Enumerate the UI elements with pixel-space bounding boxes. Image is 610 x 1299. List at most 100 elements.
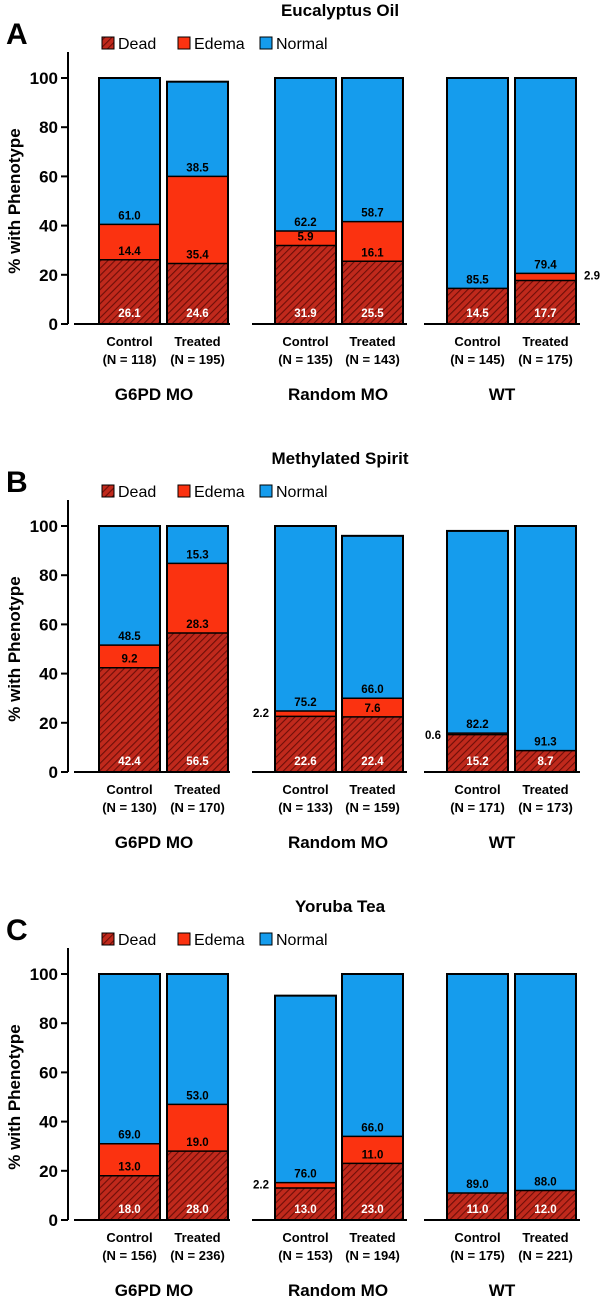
data-label-normal: 75.2 (294, 697, 316, 709)
bar-outline (446, 529, 509, 773)
legend-swatch-normal (259, 932, 273, 946)
x-tick-label: Treated (522, 1230, 568, 1245)
y-tick-label: 40 (39, 1113, 58, 1132)
bar-segment-normal (99, 526, 160, 646)
x-tick-label: Control (282, 334, 328, 349)
bar-segment-normal (99, 78, 160, 225)
legend-label-dead: Dead (118, 36, 156, 53)
data-label-normal: 89.0 (466, 1179, 488, 1191)
legend-label-normal: Normal (276, 932, 328, 949)
y-tick-label: 80 (39, 566, 58, 585)
x-tick-label: Control (106, 782, 152, 797)
panel-C: C Yoruba Tea Dead Edema Normal 0 20 40 60 80 100 % … (5, 897, 580, 1299)
legend-swatch-edema (177, 932, 191, 946)
y-tick-label: 20 (39, 1162, 58, 1181)
panel-A: A Eucalyptus Oil Dead Edema Normal 0 20 40 60 80 1… (5, 1, 600, 404)
data-label-normal: 82.2 (466, 719, 488, 731)
legend-swatch-normal (259, 484, 273, 498)
y-axis-label: % with Phenotype (5, 576, 24, 721)
bar-segment-dead (515, 1190, 576, 1220)
bar-segment-edema (342, 698, 403, 717)
x-tick-sublabel: (N = 195) (170, 352, 225, 367)
bar-segment-normal (342, 78, 403, 222)
data-label-dead: 14.5 (466, 308, 489, 320)
data-label-normal: 79.4 (534, 259, 557, 271)
bar-segment-normal (167, 81, 228, 177)
bar-outline (274, 525, 337, 773)
x-tick-sublabel: (N = 133) (278, 800, 333, 815)
data-label-dead: 31.9 (294, 308, 316, 320)
x-tick-sublabel: (N = 159) (345, 800, 400, 815)
y-tick-label: 60 (39, 1063, 58, 1082)
bar-3: 31.9 5.9 62.2 (274, 77, 337, 325)
x-tick-sublabel: (N = 130) (102, 800, 157, 815)
bar-segment-normal (342, 535, 403, 699)
bar-segment-edema (99, 645, 160, 668)
group-label: WT (489, 833, 516, 852)
x-tick-label: Control (454, 782, 500, 797)
bar-6: 17.7 2.9 79.4 (514, 77, 600, 325)
legend-swatch-normal (259, 36, 273, 50)
bar-outline (274, 994, 337, 1222)
data-label-normal: 66.0 (361, 1122, 383, 1134)
data-label-edema: 0.6 (425, 730, 441, 742)
x-tick-label: Treated (522, 782, 568, 797)
data-label-normal: 85.5 (466, 274, 489, 286)
bar-segment-dead (275, 245, 336, 324)
y-tick-label: 40 (39, 665, 58, 684)
bar-segment-normal (167, 526, 228, 564)
group-label: G6PD MO (115, 1281, 193, 1299)
group-label: Random MO (288, 1281, 388, 1299)
bar-outline (341, 973, 404, 1221)
legend-swatch-edema (177, 36, 191, 50)
x-tick-sublabel: (N = 221) (518, 1248, 573, 1263)
bar-segment-edema (167, 1104, 228, 1152)
data-label-edema: 19.0 (186, 1137, 208, 1149)
y-tick-label: 40 (39, 217, 58, 236)
data-label-dead: 23.0 (361, 1204, 383, 1216)
chart-title: Eucalyptus Oil (281, 1, 399, 20)
bar-1: 42.4 9.2 48.5 (98, 525, 161, 773)
data-label-dead: 22.4 (361, 756, 384, 768)
bar-5: 14.5 85.5 (446, 77, 509, 325)
x-tick-sublabel: (N = 194) (345, 1248, 400, 1263)
group-label: WT (489, 385, 516, 404)
data-label-edema: 35.4 (186, 249, 209, 261)
data-label-normal: 48.5 (118, 631, 141, 643)
data-label-normal: 15.3 (186, 549, 208, 561)
x-tick-sublabel: (N = 171) (450, 800, 505, 815)
legend-swatch-dead (101, 36, 115, 50)
data-label-dead: 8.7 (538, 756, 554, 768)
bar-5: 15.2 0.6 82.2 (425, 529, 509, 773)
bar-4: 23.0 11.0 66.0 (341, 973, 404, 1221)
bar-segment-edema (275, 231, 336, 246)
bar-outline (341, 534, 404, 774)
x-tick-sublabel: (N = 153) (278, 1248, 333, 1263)
bar-segment-dead (167, 263, 228, 324)
x-tick-sublabel: (N = 175) (450, 1248, 505, 1263)
bar-segment-normal (447, 78, 508, 289)
bar-2: 28.0 19.0 53.0 (166, 973, 229, 1221)
x-tick-sublabel: (N = 156) (102, 1248, 157, 1263)
bar-segment-normal (342, 974, 403, 1137)
bar-outline (98, 525, 161, 773)
bar-outline (274, 77, 337, 325)
x-tick-sublabel: (N = 118) (103, 352, 157, 367)
data-label-normal: 91.3 (534, 737, 556, 749)
y-tick-label: 100 (30, 517, 58, 536)
bar-2: 24.6 35.4 38.5 (166, 80, 229, 325)
y-tick-label: 80 (39, 1014, 58, 1033)
group-label: Random MO (288, 385, 388, 404)
legend-label-edema: Edema (194, 484, 245, 501)
x-tick-label: Treated (349, 782, 395, 797)
bar-segment-normal (275, 526, 336, 711)
bar-5: 11.0 89.0 (446, 973, 509, 1221)
data-label-dead: 18.0 (118, 1204, 140, 1216)
x-tick-label: Treated (174, 782, 220, 797)
x-tick-label: Treated (174, 334, 220, 349)
bar-segment-edema (275, 710, 336, 717)
bar-segment-edema (99, 224, 160, 260)
x-tick-label: Control (282, 1230, 328, 1245)
data-label-normal: 53.0 (186, 1090, 208, 1102)
bar-3: 13.0 2.2 76.0 (253, 994, 337, 1222)
